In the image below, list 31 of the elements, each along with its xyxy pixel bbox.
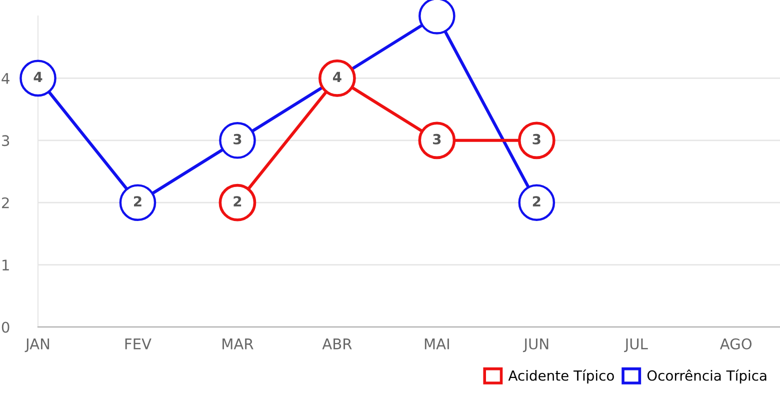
legend-label: Ocorrência Típica: [647, 370, 766, 384]
x-tick-label: ABR: [322, 338, 352, 350]
data-label: 2: [532, 196, 540, 206]
y-tick-label: 3: [2, 135, 10, 146]
x-tick-label: MAI: [424, 338, 449, 350]
data-label: 3: [433, 134, 441, 144]
legend-label: Acidente Típico: [508, 370, 614, 384]
x-tick-label: AGO: [720, 338, 752, 350]
point: [119, 184, 156, 221]
data-label: 3: [532, 134, 540, 144]
y-tick-label: 1: [2, 260, 9, 270]
x-tick-label: JUL: [624, 338, 648, 352]
x-tick-label: MAR: [222, 338, 254, 350]
data-label: 4: [34, 72, 42, 82]
point: [418, 0, 456, 34]
point: [418, 122, 456, 160]
point: [218, 184, 256, 222]
point: [20, 60, 56, 97]
x-tick-label: JUN: [522, 338, 548, 352]
data-label: 3: [234, 134, 242, 144]
y-tick-label: 4: [2, 73, 10, 84]
point: [518, 184, 556, 221]
y-tick-label: 2: [2, 197, 9, 208]
data-label: 2: [134, 196, 142, 206]
x-tick-label: JAN: [24, 338, 50, 352]
data-label: 2: [234, 196, 242, 206]
point: [219, 122, 256, 159]
data-label: 4: [332, 72, 342, 82]
x-tick-label: FEV: [125, 338, 152, 350]
point: [518, 122, 556, 160]
y-tick-label: 0: [2, 322, 10, 333]
